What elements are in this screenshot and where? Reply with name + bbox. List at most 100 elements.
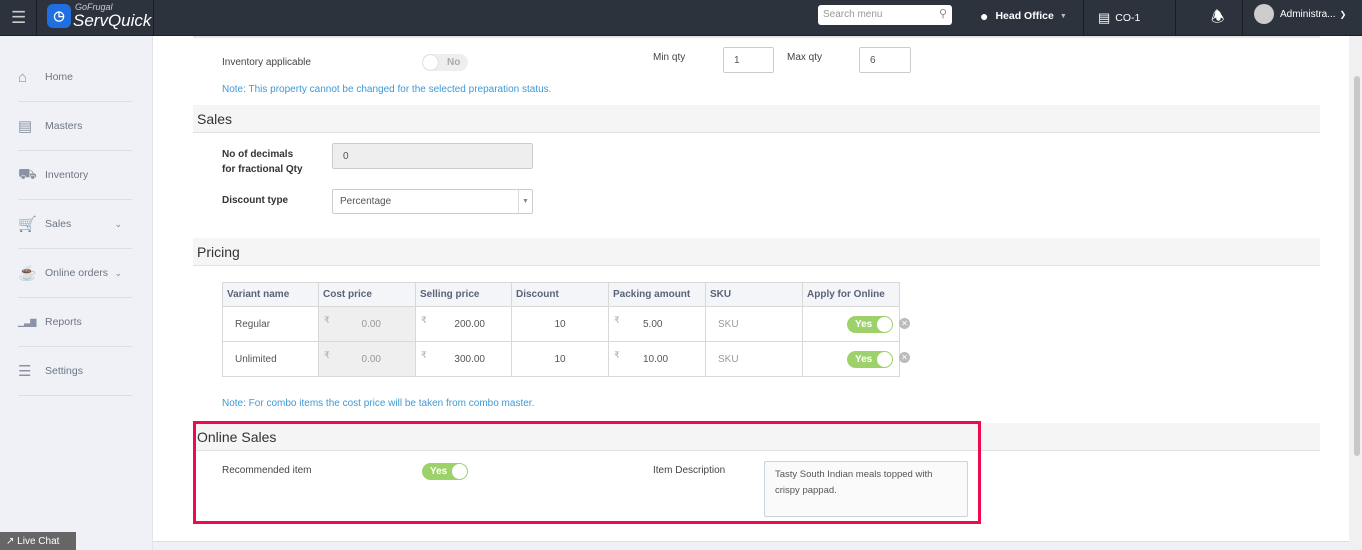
- counter-selector[interactable]: ▤ CO-1: [1098, 10, 1140, 26]
- decimals-value: 0: [343, 150, 349, 162]
- sidebar-item-label: Sales: [45, 218, 72, 230]
- live-chat-label: Live Chat: [17, 536, 60, 547]
- discount-value: 10: [554, 353, 566, 365]
- sales-section-title: Sales: [193, 105, 1320, 133]
- table-row: Unlimited ₹0.00 ₹300.00 10 ₹10.00 SKU Ye…: [222, 341, 900, 377]
- sku-value: SKU: [718, 318, 739, 330]
- user-name: Administra...: [1280, 8, 1336, 20]
- item-description-label: Item Description: [653, 465, 726, 476]
- reports-icon: ▁▃▇: [18, 317, 37, 327]
- online-sales-section-title: Online Sales: [193, 423, 1320, 451]
- decimals-input[interactable]: 0: [332, 143, 533, 169]
- sku-input[interactable]: SKU: [705, 341, 803, 377]
- sidebar-item-masters[interactable]: ▤ Masters: [18, 102, 132, 151]
- apply-online-toggle[interactable]: Yes: [847, 316, 893, 333]
- min-qty-label: Min qty: [653, 52, 686, 63]
- inventory-note: Note: This property cannot be changed fo…: [222, 84, 552, 95]
- toggle-label: Yes: [855, 319, 873, 330]
- avatar: [1254, 4, 1274, 24]
- settings-icon: ☰: [18, 363, 32, 380]
- min-qty-value: 1: [734, 54, 740, 66]
- apply-online-cell: Yes: [802, 341, 900, 377]
- decimals-label-2: for fractional Qty: [222, 164, 303, 175]
- discount-type-value: Percentage: [340, 196, 392, 207]
- sidebar-item-inventory[interactable]: ⛟ Inventory: [18, 151, 132, 200]
- max-qty-label: Max qty: [787, 52, 823, 63]
- sku-input[interactable]: SKU: [705, 306, 803, 342]
- discount-input[interactable]: 10: [511, 341, 609, 377]
- search-icon[interactable]: ⚲: [938, 8, 947, 20]
- item-description-textarea[interactable]: Tasty South Indian meals topped with cri…: [764, 461, 968, 517]
- chevron-down-icon: ⌄: [114, 267, 122, 278]
- selling-price-value: 300.00: [454, 354, 485, 365]
- logo: ◷ GoFrugal ServQuick: [47, 2, 157, 33]
- scrollbar[interactable]: [1352, 36, 1362, 550]
- masters-icon: ▤: [18, 118, 33, 135]
- decimals-label: No of decimals: [222, 149, 294, 160]
- sidebar-item-settings[interactable]: ☰ Settings: [18, 347, 132, 396]
- packing-amount-input[interactable]: ₹10.00: [608, 341, 706, 377]
- packing-amount-value: 10.00: [643, 354, 669, 365]
- user-menu[interactable]: Administra... ❯: [1254, 4, 1346, 24]
- cost-price-input[interactable]: ₹0.00: [318, 341, 416, 377]
- logo-main: ServQuick: [73, 11, 152, 30]
- sidebar-item-sales[interactable]: 🛒 Sales ⌄: [18, 200, 132, 249]
- discount-type-select[interactable]: Percentage ▼: [332, 189, 533, 214]
- rupee-icon: ₹: [324, 315, 330, 325]
- computer-icon: ▤: [1098, 10, 1111, 25]
- online-orders-icon: ☕: [18, 265, 37, 282]
- chevron-down-icon: ❯: [1339, 9, 1347, 19]
- discount-value: 10: [554, 318, 566, 330]
- cost-price-value: 0.00: [361, 354, 381, 365]
- recommended-item-label: Recommended item: [222, 465, 312, 476]
- discount-type-label: Discount type: [222, 195, 289, 206]
- bell-icon[interactable]: 🕭: [1211, 9, 1225, 26]
- sidebar-item-reports[interactable]: ▁▃▇ Reports: [18, 298, 132, 347]
- inventory-icon: ⛟: [18, 165, 37, 183]
- sidebar-item-label: Reports: [45, 316, 82, 328]
- variant-name: Regular: [222, 306, 319, 342]
- column-header: Packing amount: [608, 282, 706, 307]
- external-link-icon: ↗: [6, 536, 15, 547]
- sidebar-item-online-orders[interactable]: ☕ Online orders ⌄: [18, 249, 132, 298]
- sidebar-item-label: Online orders: [45, 267, 109, 279]
- inventory-applicable-label: Inventory applicable: [222, 57, 311, 68]
- inventory-applicable-toggle[interactable]: No: [422, 54, 468, 71]
- column-header: Cost price: [318, 282, 416, 307]
- cart-icon: 🛒: [18, 216, 37, 233]
- min-qty-input[interactable]: 1: [723, 47, 774, 73]
- apply-online-cell: Yes: [802, 306, 900, 342]
- rupee-icon: ₹: [421, 315, 427, 325]
- rupee-icon: ₹: [324, 350, 330, 360]
- delete-row-icon[interactable]: ✕: [899, 318, 910, 329]
- cost-price-input[interactable]: ₹0.00: [318, 306, 416, 342]
- recommended-item-toggle[interactable]: Yes: [422, 463, 468, 480]
- selling-price-value: 200.00: [454, 319, 485, 330]
- live-chat-button[interactable]: ↗ Live Chat: [0, 532, 76, 550]
- sidebar-item-home[interactable]: ⌂ Home: [18, 53, 132, 102]
- apply-online-toggle[interactable]: Yes: [847, 351, 893, 368]
- column-header: Discount: [511, 282, 609, 307]
- home-icon: ⌂: [18, 68, 28, 86]
- caret-down-icon: ▼: [518, 190, 532, 213]
- selling-price-input[interactable]: ₹300.00: [415, 341, 512, 377]
- delete-row-icon[interactable]: ✕: [899, 352, 910, 363]
- location-selector[interactable]: ● Head Office ▼: [980, 8, 1067, 24]
- column-header: SKU: [705, 282, 803, 307]
- search-input[interactable]: Search menu ⚲: [818, 5, 952, 25]
- rupee-icon: ₹: [614, 315, 620, 325]
- variant-name: Unlimited: [222, 341, 319, 377]
- max-qty-input[interactable]: 6: [859, 47, 911, 73]
- rupee-icon: ₹: [614, 350, 620, 360]
- hamburger-menu-icon[interactable]: ☰: [11, 8, 27, 27]
- discount-input[interactable]: 10: [511, 306, 609, 342]
- selling-price-input[interactable]: ₹200.00: [415, 306, 512, 342]
- item-description-value: Tasty South Indian meals topped with cri…: [775, 469, 933, 496]
- packing-amount-input[interactable]: ₹5.00: [608, 306, 706, 342]
- sidebar: ⌂ Home ▤ Masters ⛟ Inventory 🛒 Sales ⌄ ☕ Online or…: [0, 36, 153, 550]
- caret-down-icon: ▼: [1059, 12, 1067, 20]
- packing-amount-value: 5.00: [643, 319, 663, 330]
- top-bar: ☰ ◷ GoFrugal ServQuick Search menu ⚲ ● H…: [0, 0, 1362, 36]
- rupee-icon: ₹: [421, 350, 427, 360]
- column-header: Apply for Online: [802, 282, 900, 307]
